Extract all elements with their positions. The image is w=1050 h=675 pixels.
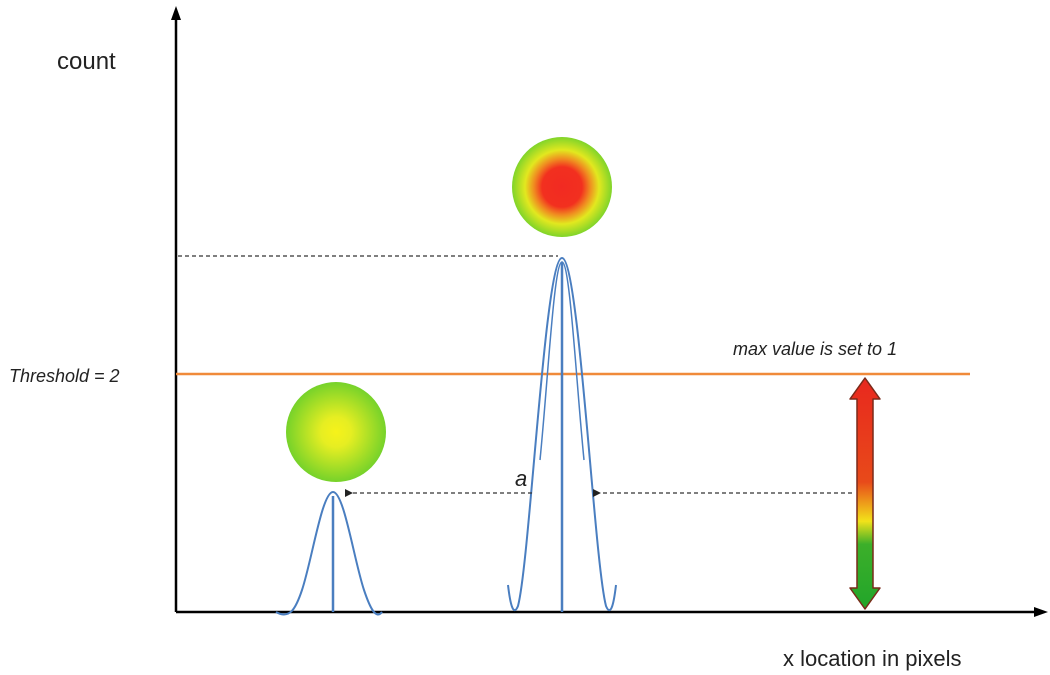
x-axis-arrowhead [1034,607,1048,617]
axes [171,6,1048,617]
max-value-note: max value is set to 1 [733,339,897,359]
large-peak-curve-outer [507,256,617,612]
color-scale-double-arrow-icon [849,377,881,610]
threshold-label: Threshold = 2 [9,366,120,386]
a-label: a [515,466,527,491]
x-axis-label: x location in pixels [783,646,962,671]
large-peak [507,256,617,612]
green-yellow-spot-icon [286,382,386,482]
red-hot-spot-icon [512,137,612,237]
small-peak [275,490,383,616]
y-axis-label: count [57,48,116,75]
y-axis-arrowhead [171,6,181,20]
small-peak-curve [275,490,383,616]
